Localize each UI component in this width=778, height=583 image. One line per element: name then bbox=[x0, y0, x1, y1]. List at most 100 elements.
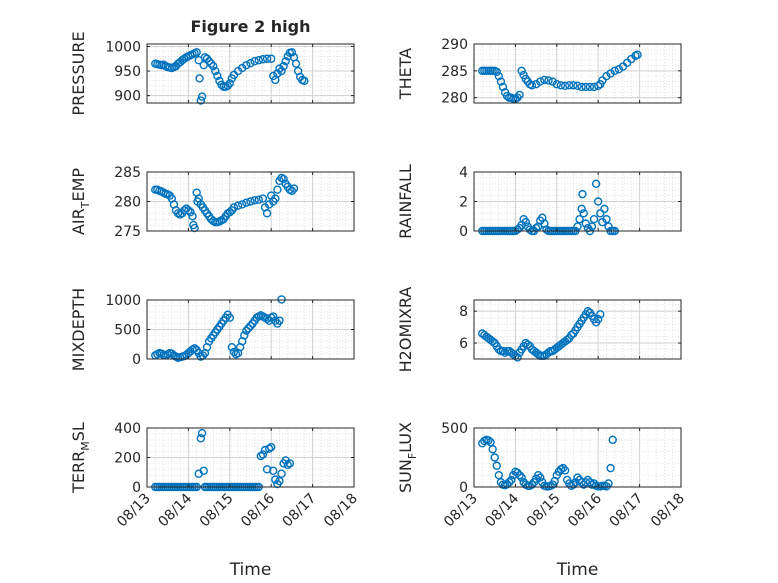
data-point bbox=[190, 344, 199, 353]
data-point bbox=[254, 195, 263, 204]
data-point bbox=[507, 475, 516, 485]
data-point bbox=[500, 348, 510, 357]
data-point bbox=[490, 453, 499, 462]
data-point bbox=[275, 64, 284, 73]
data-point bbox=[246, 197, 255, 206]
data-point bbox=[614, 65, 624, 74]
axes-background bbox=[474, 44, 681, 103]
data-point bbox=[192, 48, 201, 57]
axes-background bbox=[474, 428, 681, 487]
data-point bbox=[573, 222, 582, 231]
data-point bbox=[199, 60, 208, 70]
data-point bbox=[577, 82, 586, 92]
data-point bbox=[560, 81, 570, 91]
y-tick-label: 290 bbox=[441, 37, 468, 53]
y-tick-label: 2 bbox=[459, 195, 468, 211]
data-series bbox=[478, 306, 605, 362]
data-point bbox=[484, 436, 493, 445]
data-point bbox=[264, 444, 274, 453]
data-point bbox=[598, 76, 607, 85]
data-point bbox=[199, 466, 208, 475]
y-tick-label: 950 bbox=[114, 64, 141, 80]
y-tick-label: 6 bbox=[459, 336, 468, 352]
y-tick-label: 500 bbox=[441, 421, 468, 437]
data-point bbox=[242, 326, 251, 335]
data-point bbox=[544, 76, 553, 85]
data-point bbox=[558, 463, 568, 473]
subplot-3: 275 280 285 AIRTEMP bbox=[69, 165, 355, 240]
data-point bbox=[515, 471, 524, 480]
data-point bbox=[513, 225, 522, 234]
data-point bbox=[602, 71, 611, 81]
x-tick-label: 08/18 bbox=[648, 491, 688, 531]
data-point bbox=[610, 66, 619, 76]
data-point bbox=[583, 306, 593, 316]
data-point bbox=[523, 340, 533, 349]
data-point bbox=[591, 179, 601, 189]
data-point bbox=[633, 50, 642, 59]
data-point bbox=[504, 478, 514, 487]
data-point bbox=[258, 450, 268, 459]
y-axis-label: SUNFLUX bbox=[396, 422, 419, 493]
data-series bbox=[478, 435, 617, 491]
data-point bbox=[211, 66, 220, 76]
data-point bbox=[527, 480, 537, 489]
x-tick-label: 08/15 bbox=[524, 491, 564, 531]
data-point bbox=[515, 90, 524, 100]
data-point bbox=[287, 186, 297, 196]
data-point bbox=[606, 463, 615, 473]
axes-box bbox=[146, 43, 355, 104]
data-point bbox=[202, 54, 212, 63]
data-point bbox=[527, 81, 537, 90]
x-tick-label: 08/17 bbox=[607, 491, 647, 531]
data-point bbox=[233, 201, 243, 210]
data-point bbox=[250, 196, 259, 205]
data-point bbox=[277, 295, 286, 304]
y-tick-label: 0 bbox=[132, 480, 141, 496]
data-point bbox=[246, 321, 255, 331]
data-point bbox=[273, 185, 282, 194]
data-point bbox=[300, 76, 309, 86]
x-tick-label: 08/14 bbox=[482, 490, 522, 530]
data-point bbox=[573, 473, 582, 482]
data-point bbox=[195, 74, 204, 83]
data-point bbox=[602, 214, 611, 224]
data-point bbox=[569, 480, 578, 489]
y-tick-label: 1000 bbox=[105, 293, 141, 309]
data-series bbox=[151, 295, 286, 363]
y-tick-label: 0 bbox=[459, 480, 468, 496]
data-point bbox=[533, 471, 543, 480]
data-point bbox=[254, 56, 263, 65]
data-point bbox=[229, 203, 239, 212]
data-point bbox=[577, 204, 586, 214]
data-point bbox=[269, 312, 278, 321]
data-point bbox=[271, 194, 280, 203]
data-point bbox=[492, 461, 501, 470]
data-point bbox=[197, 428, 207, 438]
data-point bbox=[223, 81, 232, 90]
data-point bbox=[573, 81, 582, 91]
data-series bbox=[151, 173, 299, 233]
data-point bbox=[513, 353, 522, 362]
y-axis-label: PRESSURE bbox=[69, 31, 88, 115]
data-point bbox=[587, 222, 597, 231]
data-point bbox=[258, 194, 268, 203]
subplot-4: 0 2 4 RAINFALL bbox=[396, 164, 682, 240]
data-point bbox=[267, 442, 276, 452]
data-point bbox=[227, 343, 237, 352]
x-tick-label: 08/16 bbox=[238, 490, 278, 530]
data-point bbox=[594, 314, 603, 324]
data-point bbox=[594, 197, 603, 206]
data-point bbox=[242, 60, 251, 70]
data-point bbox=[496, 77, 506, 86]
data-point bbox=[608, 435, 617, 444]
x-tick-label: 08/16 bbox=[565, 490, 605, 530]
data-point bbox=[560, 466, 570, 475]
y-tick-label: 0 bbox=[459, 224, 468, 240]
x-axis-label: Time bbox=[556, 560, 599, 580]
data-point bbox=[585, 82, 595, 92]
x-tick-label: 08/18 bbox=[321, 491, 361, 531]
data-point bbox=[188, 212, 197, 221]
data-point bbox=[273, 69, 282, 78]
